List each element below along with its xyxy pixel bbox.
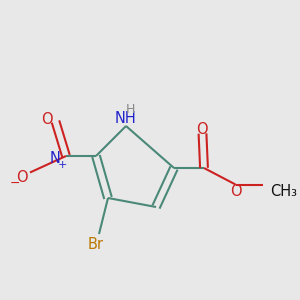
Text: +: + [58,160,67,170]
Text: NH: NH [115,111,137,126]
Text: O: O [230,184,241,199]
Text: O: O [196,122,207,136]
Text: CH₃: CH₃ [270,184,297,199]
Text: O: O [16,169,27,184]
Text: N: N [50,151,61,166]
Text: −: − [10,177,20,190]
Text: H: H [126,103,135,116]
Text: O: O [41,112,52,128]
Text: Br: Br [88,237,104,252]
